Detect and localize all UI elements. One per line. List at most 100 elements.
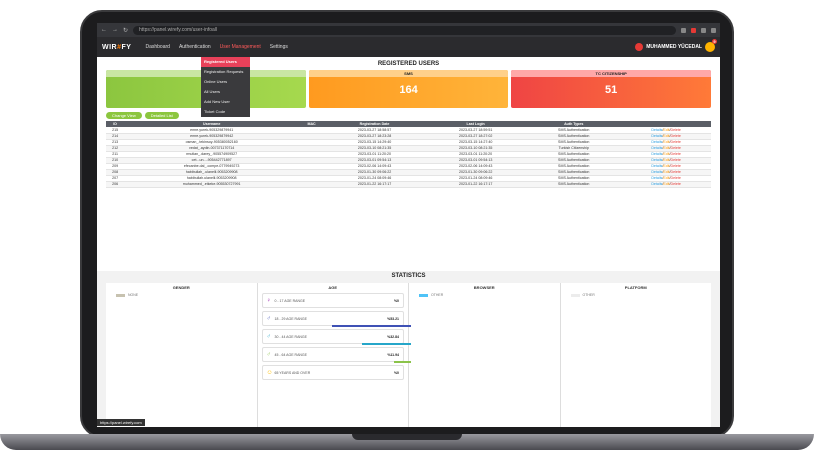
edit-link[interactable]: Edit bbox=[663, 164, 670, 168]
dropdown-item-ticket-code[interactable]: Ticket Code bbox=[204, 109, 226, 114]
details-link[interactable]: Details bbox=[651, 127, 663, 132]
delete-link[interactable]: Delete bbox=[670, 158, 681, 162]
forward-icon[interactable]: → bbox=[112, 27, 118, 33]
summary-card-tc-citizenship[interactable]: TC CITIZENSHIP 51 bbox=[511, 70, 712, 108]
edit-link[interactable]: Edit bbox=[663, 176, 670, 180]
edit-link[interactable]: Edit bbox=[663, 127, 670, 132]
table-cell: Turkish Citizenship bbox=[526, 145, 622, 152]
column-header[interactable]: Last Login bbox=[425, 121, 527, 127]
details-link[interactable]: Details bbox=[651, 158, 663, 162]
extension-icon[interactable] bbox=[691, 27, 696, 33]
dropdown-item-all-users[interactable]: All Users bbox=[204, 89, 221, 94]
delete-link[interactable]: Delete bbox=[670, 140, 681, 144]
delete-link[interactable]: Delete bbox=[670, 146, 681, 150]
delete-link[interactable]: Delete bbox=[670, 182, 681, 186]
edit-link[interactable]: Edit bbox=[663, 158, 670, 162]
summary-card-sms[interactable]: SMS 164 bbox=[308, 70, 509, 108]
column-header[interactable] bbox=[621, 121, 711, 127]
delete-link[interactable]: Delete bbox=[670, 176, 681, 180]
details-link[interactable]: Details bbox=[651, 152, 663, 156]
edit-link[interactable]: Edit bbox=[663, 182, 670, 186]
column-header[interactable]: Username bbox=[124, 121, 300, 127]
table-row[interactable]: 211 rmutlan_.darey_.905574909527 2023-03-0… bbox=[106, 151, 711, 158]
change-view-button[interactable]: Change View bbox=[106, 112, 142, 119]
extension-icon[interactable] bbox=[701, 27, 706, 33]
table-row[interactable]: 207 habibullah.ulanelli-9053209908 2023-01… bbox=[106, 175, 711, 182]
table-row[interactable]: 210 cet...un...-905442771897 2023-03-01 09… bbox=[106, 157, 711, 164]
browser-column: BROWSER OTHER bbox=[409, 283, 561, 427]
table-row[interactable]: 214 emre.yurek-905329879942 2023-03-27 18:… bbox=[106, 133, 711, 140]
age-rows: ♀ 0 - 17 AGE RANGE %0 ♂ 18 - 29 AGE RANGE %53… bbox=[261, 293, 412, 380]
platform-legend[interactable]: OTHER bbox=[570, 293, 708, 297]
extension-icon[interactable] bbox=[681, 27, 686, 33]
table-cell: SMS Authentication bbox=[526, 133, 622, 140]
table-row[interactable]: 215 emre.yurek-905329879941 2023-03-27 18:… bbox=[106, 127, 711, 134]
details-link[interactable]: Details bbox=[651, 182, 663, 186]
table-cell: SMS Authentication bbox=[526, 163, 622, 170]
table-row[interactable]: 208 habibullah_.ulanelli-9053209908 2023-0… bbox=[106, 169, 711, 176]
separator: / bbox=[669, 140, 671, 144]
separator: / bbox=[662, 146, 664, 150]
table-row[interactable]: 213 osman_.tekinsoy-905380052160 2023-03-1… bbox=[106, 139, 711, 146]
dropdown-item-add-new-user[interactable]: Add New User bbox=[204, 99, 230, 104]
delete-link[interactable]: Delete bbox=[670, 170, 681, 174]
details-link[interactable]: Details bbox=[651, 134, 663, 138]
column-header[interactable]: ID bbox=[106, 121, 125, 127]
table-body: 215 emre.yurek-905329879941 2023-03-27 18:… bbox=[106, 127, 711, 188]
details-link[interactable]: Details bbox=[651, 164, 663, 168]
bell-icon[interactable]: 9 bbox=[705, 39, 717, 52]
reload-icon[interactable]: ↻ bbox=[123, 27, 129, 34]
platform-title: PLATFORM bbox=[624, 285, 647, 290]
age-range-label: 0 - 17 AGE RANGE bbox=[274, 298, 306, 303]
table-cell: osman_.tekinsoy-905380052160 bbox=[124, 139, 300, 146]
column-header[interactable]: Auth Types bbox=[526, 121, 622, 127]
delete-link[interactable]: Delete bbox=[670, 164, 681, 168]
edit-link[interactable]: Edit bbox=[663, 170, 670, 174]
age-range-row: ☺ 65 YEARS AND OVER %0 bbox=[261, 365, 404, 380]
table-cell: 215 bbox=[106, 127, 125, 134]
row-actions: Details/Edit/Delete bbox=[621, 127, 711, 134]
column-header[interactable]: MAC bbox=[299, 121, 324, 127]
browser-legend[interactable]: OTHER bbox=[419, 293, 556, 297]
user-menu[interactable]: MUHAMMED YÜCEDAL 9 bbox=[635, 39, 717, 52]
menu-icon[interactable] bbox=[711, 27, 716, 33]
dropdown-item-online-users[interactable]: Online Users bbox=[204, 79, 228, 84]
delete-link[interactable]: Delete bbox=[670, 134, 681, 138]
delete-link[interactable]: Delete bbox=[670, 127, 681, 132]
details-link[interactable]: Details bbox=[651, 176, 663, 180]
table-row[interactable]: 206 muhammed_.etkeke-905530727991 2023-01-… bbox=[106, 181, 711, 188]
dropdown-item-registered-users[interactable]: Registered Users bbox=[201, 57, 250, 67]
table-row[interactable]: 212 vedat_.aydin-007371170714 2023-03-10 0… bbox=[106, 145, 711, 152]
edit-link[interactable]: Edit bbox=[663, 134, 670, 138]
table-cell: 212 bbox=[106, 145, 125, 152]
separator: / bbox=[669, 158, 671, 162]
edit-link[interactable]: Edit bbox=[663, 152, 670, 156]
logo[interactable]: WIR#FY bbox=[102, 43, 132, 51]
menu-authentication[interactable]: Authentication bbox=[178, 44, 211, 50]
column-header[interactable]: Registration Date bbox=[323, 121, 426, 127]
details-link[interactable]: Details bbox=[651, 170, 663, 174]
row-actions: Details/Edit/Delete bbox=[621, 169, 711, 176]
delete-link[interactable]: Delete bbox=[670, 152, 681, 156]
platform-column: PLATFORM OTHER bbox=[561, 283, 712, 427]
age-range-bar bbox=[331, 325, 412, 327]
details-link[interactable]: Details bbox=[651, 146, 663, 150]
menu-dashboard[interactable]: Dashboard bbox=[145, 44, 170, 50]
age-title: AGE bbox=[328, 285, 338, 290]
table-row[interactable]: 209 efecanbe.dal_.compe-0779949273 2023-02… bbox=[106, 163, 711, 170]
table-cell: 2023-02-06 14:09:43 bbox=[323, 163, 426, 170]
separator: / bbox=[662, 176, 664, 180]
menu-user-management[interactable]: User Management bbox=[219, 44, 261, 50]
age-range-value: %0 bbox=[393, 370, 399, 375]
address-bar[interactable]: https://panel.wirefy.com/user-infoall bbox=[133, 25, 676, 35]
details-link[interactable]: Details bbox=[651, 140, 663, 144]
dropdown-item-registration-requests[interactable]: Registration Requests bbox=[204, 69, 244, 74]
menu-settings[interactable]: Settings bbox=[269, 44, 288, 50]
table-cell: 2023-03-01 11:20:20 bbox=[425, 151, 527, 158]
gender-legend[interactable]: NONE bbox=[116, 293, 253, 297]
table-cell: 214 bbox=[106, 133, 125, 140]
back-icon[interactable]: ← bbox=[101, 27, 107, 33]
detailed-list-button[interactable]: Detailed List bbox=[144, 112, 179, 119]
edit-link[interactable]: Edit bbox=[663, 146, 670, 150]
edit-link[interactable]: Edit bbox=[663, 140, 670, 144]
